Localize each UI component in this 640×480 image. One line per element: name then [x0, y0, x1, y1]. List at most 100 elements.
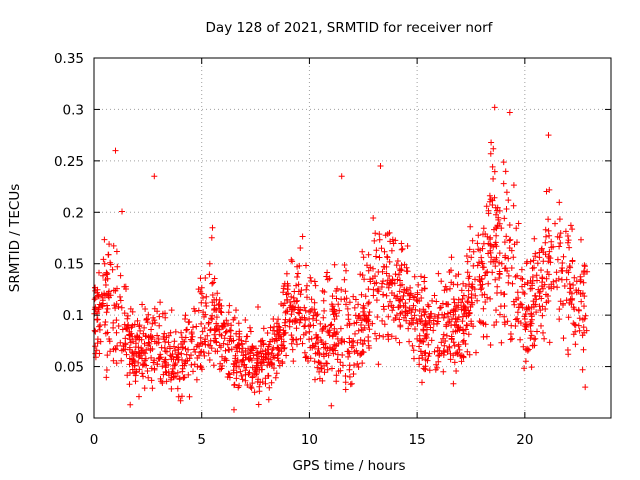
data-point [478, 254, 485, 261]
data-point [134, 317, 141, 324]
data-point [527, 318, 534, 325]
data-point [573, 278, 580, 285]
data-point [577, 291, 584, 297]
data-point [247, 324, 253, 331]
data-point [546, 232, 553, 239]
data-point [321, 369, 328, 376]
data-point [413, 297, 420, 303]
data-point [105, 290, 112, 297]
data-point [242, 367, 249, 374]
data-point [498, 289, 504, 296]
data-point [444, 301, 451, 308]
data-point [360, 254, 367, 261]
data-point [559, 268, 566, 274]
data-point [296, 262, 303, 269]
data-point [118, 304, 125, 311]
data-point [104, 352, 111, 359]
data-point [530, 257, 537, 264]
data-point [208, 234, 215, 241]
data-point [495, 216, 502, 223]
data-point [365, 286, 372, 293]
data-point [440, 331, 447, 338]
data-point [279, 358, 286, 365]
data-point [450, 328, 457, 335]
data-point [483, 269, 489, 276]
data-point [190, 324, 196, 331]
data-point [490, 175, 497, 182]
data-point [283, 291, 290, 298]
data-point [503, 233, 510, 240]
data-point [148, 326, 155, 333]
data-point [100, 272, 106, 279]
data-point [510, 202, 517, 209]
data-point [209, 224, 216, 231]
data-point [531, 235, 538, 242]
data-point [323, 273, 330, 280]
data-point [429, 297, 436, 304]
data-point [351, 362, 357, 369]
data-point [289, 346, 296, 353]
data-point [421, 322, 428, 329]
data-point [486, 236, 493, 243]
data-point [412, 326, 418, 332]
data-point [145, 311, 152, 318]
data-point [230, 337, 237, 344]
data-point [510, 182, 517, 189]
data-point [402, 308, 409, 315]
data-point [178, 350, 185, 357]
data-point [472, 292, 479, 299]
data-point [282, 309, 289, 316]
data-point [487, 150, 494, 157]
data-point [301, 304, 308, 311]
data-point [494, 222, 501, 229]
data-point [101, 260, 108, 267]
data-point [106, 336, 113, 342]
data-point [329, 293, 336, 300]
data-point [458, 299, 465, 306]
data-point [358, 326, 365, 333]
data-point [102, 319, 109, 325]
data-point [527, 258, 534, 265]
data-point [373, 253, 379, 260]
data-point [222, 329, 229, 336]
data-point [348, 380, 355, 387]
data-point [209, 316, 216, 323]
data-point [232, 352, 239, 359]
data-point [481, 291, 488, 298]
data-point [352, 330, 358, 337]
data-point [347, 381, 354, 388]
data-point [532, 301, 539, 308]
data-point [202, 300, 209, 306]
data-point [294, 274, 301, 280]
data-point [531, 264, 537, 271]
data-point [438, 339, 445, 346]
data-point [322, 323, 329, 330]
data-point [419, 379, 425, 386]
data-point [451, 299, 458, 306]
data-point [239, 376, 246, 383]
data-point [236, 341, 243, 348]
data-point [147, 345, 154, 352]
data-point [552, 220, 558, 227]
data-point [518, 275, 524, 282]
data-point [565, 314, 572, 321]
data-point [291, 298, 298, 305]
data-point [411, 293, 418, 300]
data-point [226, 302, 233, 309]
data-point [492, 276, 499, 283]
data-point [218, 344, 224, 351]
data-point [91, 327, 98, 334]
data-point [582, 384, 589, 391]
data-point [268, 379, 275, 386]
y-tick-label: 0.35 [54, 51, 84, 67]
data-point [307, 274, 314, 281]
data-point [303, 262, 309, 269]
data-point [92, 343, 99, 350]
data-point [500, 159, 507, 166]
data-point [312, 282, 319, 289]
data-point [111, 302, 118, 309]
data-point [420, 326, 427, 333]
data-point [416, 355, 423, 362]
data-point [161, 336, 168, 343]
data-point [529, 282, 536, 289]
